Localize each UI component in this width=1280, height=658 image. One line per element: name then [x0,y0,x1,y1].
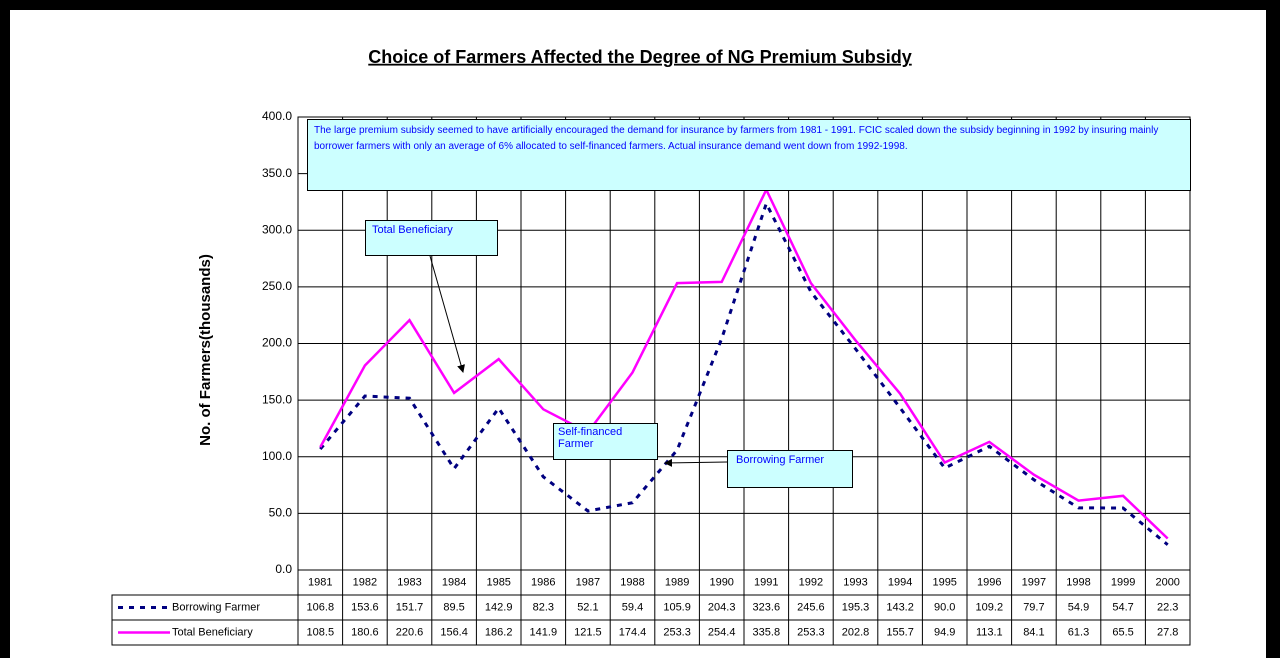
table-value: 22.3 [1157,601,1178,613]
table-value: 84.1 [1023,626,1044,638]
table-value: 253.3 [797,626,825,638]
x-tick-label: 1992 [799,576,823,588]
y-tick-label: 250.0 [262,279,292,293]
y-tick-label: 0.0 [275,562,292,576]
x-tick-label: 1994 [888,576,912,588]
y-tick-label: 300.0 [262,222,292,236]
y-tick-label: 50.0 [269,506,293,520]
x-tick-label: 1986 [531,576,555,588]
annotation-box: Self-financed Farmer [553,423,658,460]
table-value: 202.8 [842,626,870,638]
x-tick-label: 2000 [1155,576,1179,588]
table-value: 65.5 [1112,626,1133,638]
table-value: 106.8 [307,601,335,613]
x-tick-label: 1990 [709,576,733,588]
table-value: 141.9 [530,626,558,638]
table-value: 253.3 [663,626,691,638]
x-tick-label: 1983 [397,576,421,588]
x-tick-label: 1989 [665,576,689,588]
table-value: 79.7 [1023,601,1044,613]
table-value: 52.1 [577,601,598,613]
x-tick-label: 1997 [1022,576,1046,588]
table-value: 155.7 [886,626,914,638]
annotation-text: Self-financed Farmer [553,423,658,460]
table-value: 59.4 [622,601,643,613]
table-value: 156.4 [440,626,468,638]
chart-title: Choice of Farmers Affected the Degree of… [368,47,911,67]
table-value: 174.4 [619,626,647,638]
table-value: 254.4 [708,626,736,638]
table-value: 180.6 [351,626,379,638]
x-tick-label: 1993 [843,576,867,588]
table-value: 335.8 [753,626,781,638]
series-line [319,199,1169,546]
table-value: 113.1 [976,626,1003,638]
x-tick-label: 1981 [308,576,332,588]
annotation-box: Total Beneficiary [365,220,498,256]
x-tick-label: 1987 [576,576,600,588]
table-value: 82.3 [533,601,554,613]
table-value: 109.2 [976,601,1004,613]
table-value: 186.2 [485,626,513,638]
table-row [111,619,1191,646]
x-tick-label: 1995 [932,576,956,588]
annotation-text: The large premium subsidy seemed to have… [307,119,1191,191]
table-value: 204.3 [708,601,736,613]
x-tick-label: 1984 [442,576,466,588]
annotation-box: Borrowing Farmer [727,450,853,488]
table-value: 89.5 [443,601,464,613]
x-tick-label: 1998 [1066,576,1090,588]
table-value: 54.7 [1112,601,1133,613]
x-tick-label: 1982 [353,576,377,588]
table-value: 143.2 [886,601,914,613]
table-value: 151.7 [396,601,424,613]
table-value: 108.5 [307,626,335,638]
x-tick-label: 1988 [620,576,644,588]
table-value: 27.8 [1157,626,1178,638]
table-value: 195.3 [842,601,870,613]
table-value: 323.6 [753,601,781,613]
x-tick-label: 1985 [486,576,510,588]
table-value: 90.0 [934,601,955,613]
series-line [319,186,1169,540]
arrow [429,255,465,373]
table-value: 142.9 [485,601,513,613]
y-tick-label: 400.0 [262,109,292,123]
table-value: 153.6 [351,601,379,613]
table-value: 220.6 [396,626,424,638]
table-value: 94.9 [934,626,955,638]
y-axis-title: No. of Farmers(thousands) [197,254,214,446]
table-value: 245.6 [797,601,825,613]
y-tick-label: 350.0 [262,166,292,180]
legend-label: Borrowing Farmer [172,601,260,613]
legend-label: Total Beneficiary [172,626,253,638]
y-tick-label: 100.0 [262,449,292,463]
x-tick-label: 1996 [977,576,1001,588]
annotation-text: Total Beneficiary [365,220,498,256]
annotation-text: Borrowing Farmer [727,450,853,488]
x-tick-label: 1991 [754,576,778,588]
table-value: 54.9 [1068,601,1089,613]
annotation-box: The large premium subsidy seemed to have… [307,119,1191,191]
table-value: 105.9 [663,601,691,613]
arrow [664,458,728,467]
y-tick-label: 150.0 [262,392,292,406]
y-tick-label: 200.0 [262,336,292,350]
x-tick-label: 1999 [1111,576,1135,588]
table-value: 121.5 [574,626,602,638]
table-value: 61.3 [1068,626,1089,638]
